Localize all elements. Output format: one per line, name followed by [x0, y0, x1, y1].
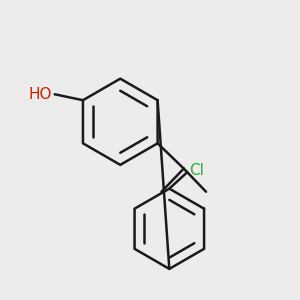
Text: Cl: Cl	[189, 163, 203, 178]
Text: HO: HO	[29, 87, 52, 102]
